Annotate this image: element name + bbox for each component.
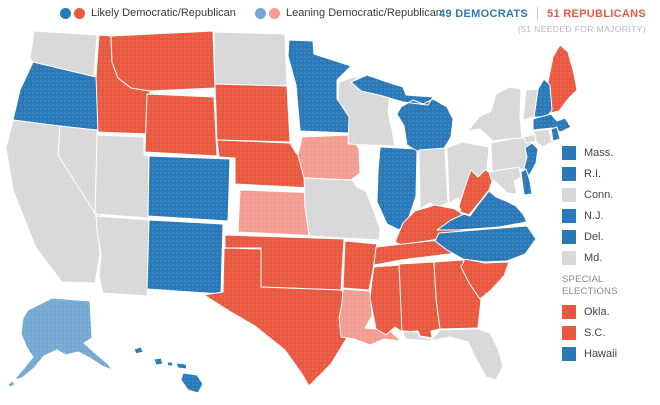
state-montana[interactable] bbox=[110, 30, 216, 92]
small-states-list: Mass. R.I. Conn. N.J. Del. Md. bbox=[562, 146, 658, 265]
state-hawaii[interactable] bbox=[133, 346, 204, 394]
legend-state-label: Del. bbox=[584, 231, 604, 243]
state-mississippi[interactable] bbox=[369, 264, 405, 336]
state-connecticut[interactable] bbox=[533, 128, 553, 148]
legend-state-label: Okla. bbox=[584, 305, 610, 318]
legend-likely-label: Likely Democratic/Republican bbox=[91, 7, 236, 19]
leaning-republican-dot-icon bbox=[269, 7, 280, 19]
special-elections-list: Okla. S.C. Hawaii bbox=[562, 304, 658, 361]
democrat-count: 49 DEMOCRATS bbox=[439, 7, 529, 20]
legend-state-label: Conn. bbox=[584, 189, 614, 201]
legend-state-row: Hawaii bbox=[562, 346, 658, 361]
state-north-dakota[interactable] bbox=[213, 31, 288, 87]
legend-color-swatch bbox=[562, 230, 576, 244]
legend-color-swatch bbox=[562, 304, 576, 319]
legend-likely: Likely Democratic/Republican bbox=[60, 7, 236, 19]
republican-count: 51 REPUBLICANS bbox=[547, 7, 646, 20]
legend-state-label: Hawaii bbox=[584, 347, 618, 360]
legend-state-row: N.J. bbox=[562, 209, 658, 223]
legend-leaning-label: Leaning Democratic/Republican bbox=[286, 7, 442, 19]
tally-divider bbox=[537, 7, 539, 20]
legend-state-label: Mass. bbox=[584, 147, 614, 159]
small-states-legend: Mass. R.I. Conn. N.J. Del. Md. SPECIAL ELECTI… bbox=[562, 146, 658, 368]
legend-leaning: Leaning Democratic/Republican bbox=[255, 7, 442, 19]
legend-color-swatch bbox=[562, 251, 576, 265]
seat-tally: 49 DEMOCRATS 51 REPUBLICANS bbox=[439, 7, 646, 20]
state-south-dakota[interactable] bbox=[214, 83, 291, 143]
legend-state-row: Del. bbox=[562, 230, 658, 244]
likely-democratic-dot-icon bbox=[60, 7, 71, 19]
legend-color-swatch bbox=[562, 167, 576, 181]
state-maryland[interactable] bbox=[488, 166, 522, 195]
legend-state-row: Conn. bbox=[562, 188, 658, 202]
state-alabama[interactable] bbox=[398, 261, 441, 339]
legend-color-swatch bbox=[562, 346, 576, 361]
legend-state-row: Okla. bbox=[562, 304, 658, 319]
leaning-democratic-dot-icon bbox=[255, 7, 266, 19]
special-elections-header: SPECIAL ELECTIONS bbox=[562, 274, 618, 297]
state-alaska[interactable] bbox=[7, 297, 113, 388]
state-nebraska[interactable] bbox=[216, 139, 313, 189]
legend-color-swatch bbox=[562, 325, 576, 340]
legend-state-row: Md. bbox=[562, 251, 658, 265]
state-utah[interactable] bbox=[94, 134, 150, 219]
state-missouri[interactable] bbox=[303, 177, 381, 241]
state-arizona[interactable] bbox=[95, 215, 150, 297]
state-new-mexico[interactable] bbox=[146, 219, 224, 295]
legend-state-row: Mass. bbox=[562, 146, 658, 160]
state-florida[interactable] bbox=[402, 328, 504, 381]
state-indiana[interactable] bbox=[418, 147, 449, 210]
legend-state-label: S.C. bbox=[584, 326, 606, 339]
legend-state-row: S.C. bbox=[562, 325, 658, 340]
legend-state-label: Md. bbox=[584, 252, 603, 264]
legend-state-label: R.I. bbox=[584, 168, 602, 180]
legend-color-swatch bbox=[562, 209, 576, 223]
legend-color-swatch bbox=[562, 146, 576, 160]
state-wyoming[interactable] bbox=[144, 93, 218, 157]
legend-state-row: R.I. bbox=[562, 167, 658, 181]
state-colorado[interactable] bbox=[147, 155, 231, 222]
likely-republican-dot-icon bbox=[74, 7, 85, 19]
legend-state-label: N.J. bbox=[584, 210, 604, 222]
legend-color-swatch bbox=[562, 188, 576, 202]
